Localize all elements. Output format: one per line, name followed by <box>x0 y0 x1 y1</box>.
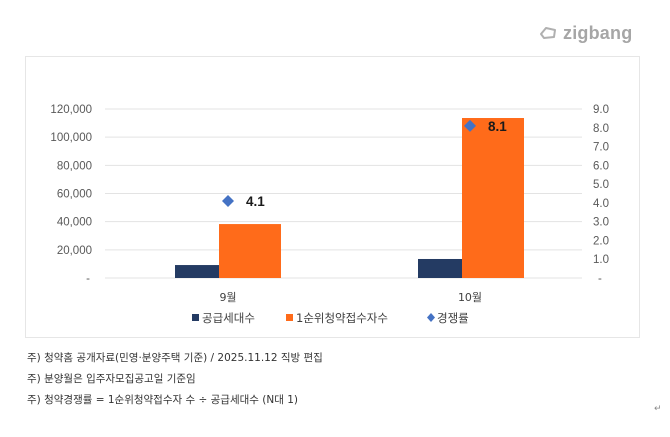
left-tick-label: 100,000 <box>50 132 92 144</box>
category-label: 10월 <box>458 291 482 304</box>
zigbang-logo: zigbang <box>538 22 632 44</box>
legend-diamond-icon <box>427 313 435 322</box>
right-tick-label: 7.0 <box>593 142 609 154</box>
right-tick-label: 4.0 <box>593 198 609 210</box>
bar-supply <box>175 265 219 278</box>
right-tick-label: 5.0 <box>593 179 609 191</box>
left-tick-label: 80,000 <box>57 160 92 172</box>
right-axis-ticks: - 1.0 2.0 3.0 4.0 5.0 6.0 7.0 8.0 9.0 <box>593 104 609 285</box>
right-tick-label: 9.0 <box>593 104 609 116</box>
ratio-data-label: 8.1 <box>488 119 507 134</box>
left-tick-label: - <box>86 273 90 285</box>
chart-frame <box>25 56 640 338</box>
legend-label: 경쟁률 <box>437 311 469 325</box>
bar-applicants <box>462 118 524 278</box>
paragraph-mark: ↵ <box>654 404 662 414</box>
left-tick-label: 120,000 <box>50 104 92 116</box>
legend-square-icon <box>286 314 293 321</box>
legend: 공급세대수 1순위청약접수자수 경쟁률 <box>192 311 469 325</box>
category-labels: 9월 10월 <box>219 291 482 304</box>
diamond-marker-icon <box>464 119 476 132</box>
right-tick-label: 2.0 <box>593 235 609 247</box>
legend-label: 공급세대수 <box>202 311 255 325</box>
right-tick-label: 1.0 <box>593 254 609 266</box>
right-tick-label: 6.0 <box>593 160 609 172</box>
bar-supply <box>418 258 462 278</box>
left-tick-label: 20,000 <box>57 245 92 257</box>
left-tick-label: 60,000 <box>57 189 92 201</box>
right-tick-label: - <box>598 273 602 285</box>
category-label: 9월 <box>219 291 236 304</box>
right-tick-label: 8.0 <box>593 123 609 135</box>
legend-square-icon <box>192 314 199 321</box>
ratio-markers: 4.1 8.1 <box>222 119 507 209</box>
footnote-month-basis: 주) 분양월은 입주자모집공고일 기준임 <box>27 373 196 385</box>
logo-text: zigbang <box>563 22 633 43</box>
footnotes: 주) 청약홈 공개자료(민영·분양주택 기준) / 2025.11.12 직방 … <box>27 348 323 411</box>
ratio-data-label: 4.1 <box>246 194 265 209</box>
left-axis-ticks: - 20,000 40,000 60,000 80,000 100,000 120,000 <box>50 104 92 285</box>
legend-label: 1순위청약접수자수 <box>296 311 388 325</box>
zigbang-house-outline-icon <box>540 27 556 39</box>
right-tick-label: 3.0 <box>593 217 609 229</box>
left-tick-label: 40,000 <box>57 217 92 229</box>
bars <box>175 118 524 278</box>
diamond-marker-icon <box>222 195 234 208</box>
bar-applicants <box>219 224 281 278</box>
footnote-source: 주) 청약홈 공개자료(민영·분양주택 기준) / 2025.11.12 직방 … <box>27 352 323 364</box>
footnote-ratio-definition: 주) 청약경쟁률 = 1순위청약접수자 수 ÷ 공급세대수 (N대 1) <box>27 394 299 406</box>
